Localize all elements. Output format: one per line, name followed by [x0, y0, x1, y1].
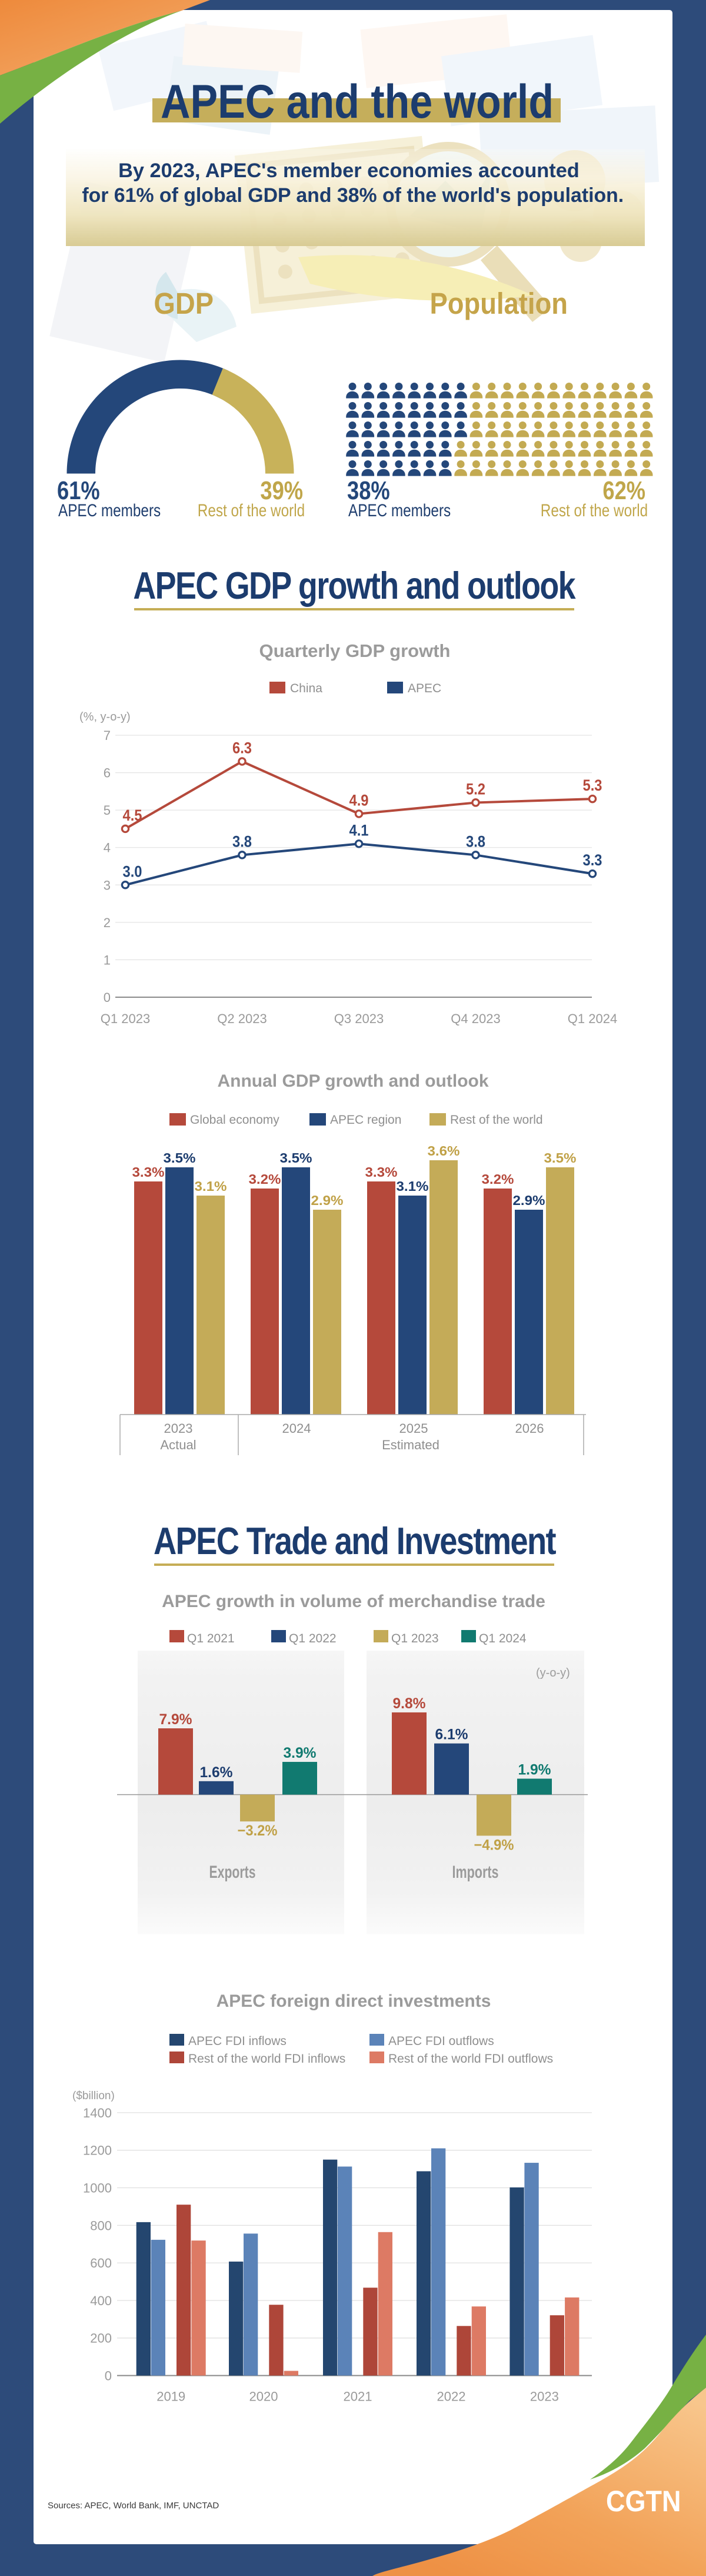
svg-text:2021: 2021 [344, 2389, 372, 2404]
svg-text:3.3: 3.3 [583, 851, 602, 869]
svg-text:0: 0 [104, 990, 111, 1005]
svg-text:3.5%: 3.5% [544, 1150, 577, 1166]
svg-text:4.5: 4.5 [123, 806, 142, 824]
svg-text:7: 7 [104, 728, 111, 743]
svg-text:3.1%: 3.1% [397, 1179, 429, 1194]
svg-text:1.9%: 1.9% [518, 1762, 551, 1778]
svg-text:1.6%: 1.6% [200, 1764, 233, 1781]
svg-text:5.3: 5.3 [583, 776, 602, 794]
svg-text:2022: 2022 [437, 2389, 466, 2404]
svg-text:2019: 2019 [156, 2389, 185, 2404]
svg-text:Q1 2024: Q1 2024 [568, 1011, 617, 1026]
svg-text:2026: 2026 [515, 1421, 544, 1436]
svg-text:1: 1 [104, 952, 111, 967]
svg-text:5: 5 [104, 803, 111, 818]
svg-text:400: 400 [90, 2293, 112, 2308]
svg-text:6.1%: 6.1% [435, 1727, 468, 1743]
svg-text:−4.9%: −4.9% [474, 1837, 514, 1853]
svg-text:Exports: Exports [209, 1863, 256, 1882]
svg-text:3.5%: 3.5% [164, 1150, 196, 1166]
svg-text:3.2%: 3.2% [482, 1171, 514, 1187]
svg-text:3.6%: 3.6% [428, 1143, 460, 1158]
svg-text:Q1 2023: Q1 2023 [101, 1011, 150, 1026]
svg-text:6: 6 [104, 766, 111, 781]
svg-text:9.8%: 9.8% [393, 1695, 426, 1712]
svg-text:4.1: 4.1 [349, 821, 369, 839]
svg-text:3.8: 3.8 [466, 832, 485, 850]
svg-text:2.9%: 2.9% [311, 1193, 344, 1208]
svg-text:5.2: 5.2 [466, 780, 485, 798]
svg-text:2: 2 [104, 915, 111, 930]
svg-text:600: 600 [90, 2256, 112, 2270]
svg-text:1200: 1200 [83, 2143, 112, 2158]
svg-text:Q3 2023: Q3 2023 [334, 1011, 384, 1026]
svg-text:2023: 2023 [164, 1421, 193, 1436]
svg-text:4: 4 [104, 841, 111, 855]
svg-text:3.3%: 3.3% [365, 1164, 398, 1180]
svg-text:6.3: 6.3 [232, 739, 252, 757]
svg-text:7.9%: 7.9% [159, 1711, 192, 1728]
svg-text:2023: 2023 [530, 2389, 559, 2404]
svg-text:0: 0 [105, 2369, 112, 2384]
svg-text:3.8: 3.8 [232, 832, 252, 850]
svg-text:1000: 1000 [83, 2181, 112, 2196]
svg-text:1400: 1400 [83, 2106, 112, 2120]
svg-text:Actual: Actual [160, 1438, 196, 1452]
svg-text:3.1%: 3.1% [195, 1179, 227, 1194]
svg-text:3.9%: 3.9% [284, 1745, 317, 1761]
svg-text:2.9%: 2.9% [513, 1193, 545, 1208]
svg-text:3.0: 3.0 [123, 862, 142, 880]
svg-text:Imports: Imports [452, 1863, 499, 1882]
svg-text:4.9: 4.9 [349, 792, 369, 809]
svg-text:3.2%: 3.2% [249, 1171, 281, 1187]
svg-text:200: 200 [90, 2331, 112, 2346]
svg-text:2020: 2020 [249, 2389, 278, 2404]
svg-text:Q2 2023: Q2 2023 [217, 1011, 267, 1026]
svg-text:3.5%: 3.5% [280, 1150, 312, 1166]
svg-text:−3.2%: −3.2% [238, 1823, 278, 1839]
svg-text:Q4 2023: Q4 2023 [451, 1011, 500, 1026]
svg-text:(%, y-o-y): (%, y-o-y) [79, 711, 131, 723]
svg-text:3: 3 [104, 878, 111, 892]
svg-text:2024: 2024 [282, 1421, 311, 1436]
svg-text:800: 800 [90, 2218, 112, 2233]
svg-text:Estimated: Estimated [382, 1438, 439, 1452]
svg-text:2025: 2025 [399, 1421, 428, 1436]
svg-text:3.3%: 3.3% [132, 1164, 165, 1180]
